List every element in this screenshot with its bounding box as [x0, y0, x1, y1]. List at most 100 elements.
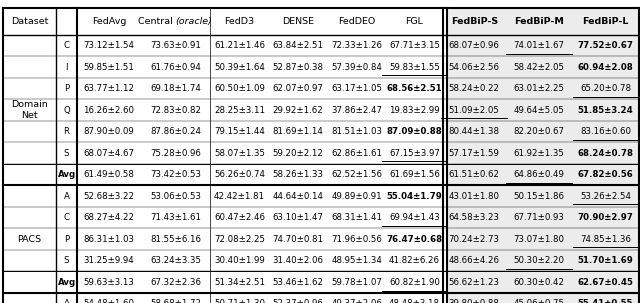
Text: 43.01±1.80: 43.01±1.80 — [449, 192, 500, 201]
Text: Central: Central — [138, 17, 175, 26]
Text: 81.69±1.14: 81.69±1.14 — [273, 127, 324, 136]
Text: P: P — [64, 235, 69, 244]
Text: 68.56±2.51: 68.56±2.51 — [387, 84, 442, 93]
Text: 80.44±1.38: 80.44±1.38 — [449, 127, 500, 136]
Text: 28.25±3.11: 28.25±3.11 — [214, 106, 265, 115]
Text: 81.51±1.03: 81.51±1.03 — [332, 127, 382, 136]
Text: 50.15±1.86: 50.15±1.86 — [514, 192, 564, 201]
Text: 42.42±1.81: 42.42±1.81 — [214, 192, 265, 201]
Text: 67.15±3.97: 67.15±3.97 — [389, 149, 440, 158]
Text: 61.49±0.58: 61.49±0.58 — [84, 170, 134, 179]
Text: Avg: Avg — [58, 278, 76, 287]
Text: 60.47±2.46: 60.47±2.46 — [214, 213, 265, 222]
Text: FedBiP-L: FedBiP-L — [582, 17, 628, 26]
Text: 75.28±0.96: 75.28±0.96 — [150, 149, 201, 158]
Text: FedDEO: FedDEO — [339, 17, 376, 26]
Text: 63.84±2.51: 63.84±2.51 — [273, 41, 324, 50]
Text: 67.71±3.15: 67.71±3.15 — [389, 41, 440, 50]
Text: (oracle): (oracle) — [175, 17, 212, 26]
Text: 56.26±0.74: 56.26±0.74 — [214, 170, 265, 179]
Text: 57.17±1.59: 57.17±1.59 — [449, 149, 500, 158]
Text: 63.24±3.35: 63.24±3.35 — [150, 256, 201, 265]
Text: 58.26±1.33: 58.26±1.33 — [273, 170, 324, 179]
Text: 58.68±1.72: 58.68±1.72 — [150, 299, 201, 303]
Text: P: P — [64, 84, 69, 93]
Text: 72.08±2.25: 72.08±2.25 — [214, 235, 265, 244]
Text: 51.85±3.24: 51.85±3.24 — [578, 106, 634, 115]
Text: 52.37±0.96: 52.37±0.96 — [273, 299, 324, 303]
Text: 61.21±1.46: 61.21±1.46 — [214, 41, 265, 50]
Text: 62.52±1.56: 62.52±1.56 — [332, 170, 382, 179]
Text: 48.95±1.34: 48.95±1.34 — [332, 256, 382, 265]
Text: 53.46±1.62: 53.46±1.62 — [273, 278, 324, 287]
Text: 60.30±0.42: 60.30±0.42 — [514, 278, 564, 287]
Text: 61.92±1.35: 61.92±1.35 — [514, 149, 564, 158]
Text: 55.41±0.55: 55.41±0.55 — [578, 299, 633, 303]
Text: 62.07±0.97: 62.07±0.97 — [273, 84, 324, 93]
Text: 68.24±0.78: 68.24±0.78 — [577, 149, 634, 158]
Text: Dataset: Dataset — [11, 17, 48, 26]
Text: 52.68±3.22: 52.68±3.22 — [83, 192, 134, 201]
Text: 73.07±1.80: 73.07±1.80 — [514, 235, 564, 244]
Text: FedBiP-M: FedBiP-M — [514, 17, 564, 26]
Text: 50.30±2.20: 50.30±2.20 — [514, 256, 564, 265]
Text: 61.69±1.56: 61.69±1.56 — [389, 170, 440, 179]
Text: PACS: PACS — [17, 235, 42, 244]
Text: 87.09±0.88: 87.09±0.88 — [387, 127, 442, 136]
Text: 59.83±1.55: 59.83±1.55 — [389, 63, 440, 72]
Text: DENSE: DENSE — [282, 17, 314, 26]
Text: FedD3: FedD3 — [225, 17, 255, 26]
Text: 73.12±1.54: 73.12±1.54 — [83, 41, 134, 50]
Text: 49.64±5.05: 49.64±5.05 — [514, 106, 564, 115]
Text: 67.82±0.56: 67.82±0.56 — [578, 170, 634, 179]
Text: 51.34±2.51: 51.34±2.51 — [214, 278, 265, 287]
Text: I: I — [65, 63, 68, 72]
Text: 49.89±0.91: 49.89±0.91 — [332, 192, 382, 201]
Text: 50.71±1.30: 50.71±1.30 — [214, 299, 265, 303]
Text: 64.58±3.23: 64.58±3.23 — [449, 213, 500, 222]
Text: FedAvg: FedAvg — [92, 17, 126, 26]
Text: S: S — [64, 256, 69, 265]
Text: 69.18±1.74: 69.18±1.74 — [150, 84, 201, 93]
Text: 68.07±4.67: 68.07±4.67 — [83, 149, 134, 158]
Text: 62.86±1.61: 62.86±1.61 — [332, 149, 382, 158]
Text: 16.26±2.60: 16.26±2.60 — [83, 106, 134, 115]
Text: 51.09±2.05: 51.09±2.05 — [449, 106, 500, 115]
Text: 31.25±9.94: 31.25±9.94 — [84, 256, 134, 265]
Text: 60.94±2.08: 60.94±2.08 — [578, 63, 634, 72]
Text: 29.92±1.62: 29.92±1.62 — [273, 106, 324, 115]
Text: 63.17±1.05: 63.17±1.05 — [332, 84, 382, 93]
Bar — [447, 8, 639, 303]
Text: R: R — [63, 127, 70, 136]
Text: 71.43±1.61: 71.43±1.61 — [150, 213, 201, 222]
Text: 61.76±0.94: 61.76±0.94 — [150, 63, 201, 72]
Text: 70.90±2.97: 70.90±2.97 — [577, 213, 634, 222]
Text: 64.86±0.49: 64.86±0.49 — [514, 170, 564, 179]
Text: FGL: FGL — [406, 17, 423, 26]
Text: 63.01±2.25: 63.01±2.25 — [514, 84, 564, 93]
Text: 59.85±1.51: 59.85±1.51 — [84, 63, 134, 72]
Text: 54.06±2.56: 54.06±2.56 — [449, 63, 500, 72]
Text: 54.48±1.60: 54.48±1.60 — [83, 299, 134, 303]
Text: 56.62±1.23: 56.62±1.23 — [449, 278, 500, 287]
Text: C: C — [63, 41, 70, 50]
Text: 87.90±0.09: 87.90±0.09 — [84, 127, 134, 136]
Text: Domain
Net: Domain Net — [11, 100, 48, 120]
Text: 58.42±2.05: 58.42±2.05 — [514, 63, 564, 72]
Text: 76.47±0.68: 76.47±0.68 — [387, 235, 442, 244]
Text: 60.50±1.09: 60.50±1.09 — [214, 84, 265, 93]
Text: 63.77±1.12: 63.77±1.12 — [83, 84, 134, 93]
Text: 53.26±2.54: 53.26±2.54 — [580, 192, 631, 201]
Text: 44.64±0.14: 44.64±0.14 — [273, 192, 324, 201]
Text: 81.55±6.16: 81.55±6.16 — [150, 235, 201, 244]
Text: 74.01±1.67: 74.01±1.67 — [514, 41, 564, 50]
Text: 53.06±0.53: 53.06±0.53 — [150, 192, 201, 201]
Text: 45.06±0.75: 45.06±0.75 — [514, 299, 564, 303]
Text: 51.70±1.69: 51.70±1.69 — [578, 256, 634, 265]
Text: 59.20±2.12: 59.20±2.12 — [273, 149, 324, 158]
Text: 72.83±0.82: 72.83±0.82 — [150, 106, 201, 115]
Text: 61.51±0.62: 61.51±0.62 — [449, 170, 500, 179]
Text: 52.87±0.38: 52.87±0.38 — [273, 63, 324, 72]
Text: 58.24±0.22: 58.24±0.22 — [449, 84, 500, 93]
Text: 68.07±0.96: 68.07±0.96 — [449, 41, 500, 50]
